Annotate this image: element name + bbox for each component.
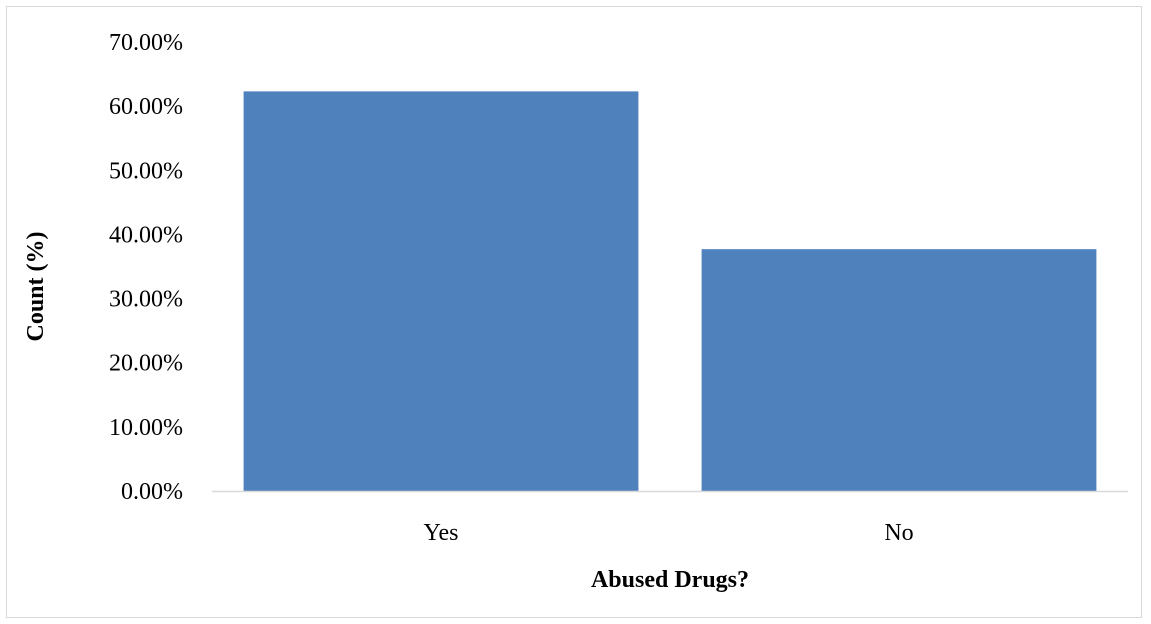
- y-tick-label: 50.00%: [109, 158, 183, 184]
- y-tick-label: 40.00%: [109, 222, 183, 248]
- y-tick-label: 30.00%: [109, 287, 183, 313]
- y-tick-label: 0.00%: [121, 479, 183, 505]
- bar-no: [701, 249, 1097, 491]
- bar-yes: [243, 91, 639, 491]
- x-axis-title: Abused Drugs?: [591, 567, 749, 593]
- x-tick-label: Yes: [424, 520, 459, 546]
- y-axis-title: Count (%): [23, 231, 49, 341]
- x-tick-label: No: [884, 520, 913, 546]
- y-tick-label: 10.00%: [109, 415, 183, 441]
- x-axis-ticks: Yes No: [424, 520, 914, 546]
- y-tick-label: 20.00%: [109, 351, 183, 377]
- y-axis-ticks: 0.00% 10.00% 20.00% 30.00% 40.00% 50.00% 60.00…: [109, 30, 183, 505]
- y-tick-label: 70.00%: [109, 30, 183, 56]
- bars: [243, 91, 1097, 491]
- y-tick-label: 60.00%: [109, 94, 183, 120]
